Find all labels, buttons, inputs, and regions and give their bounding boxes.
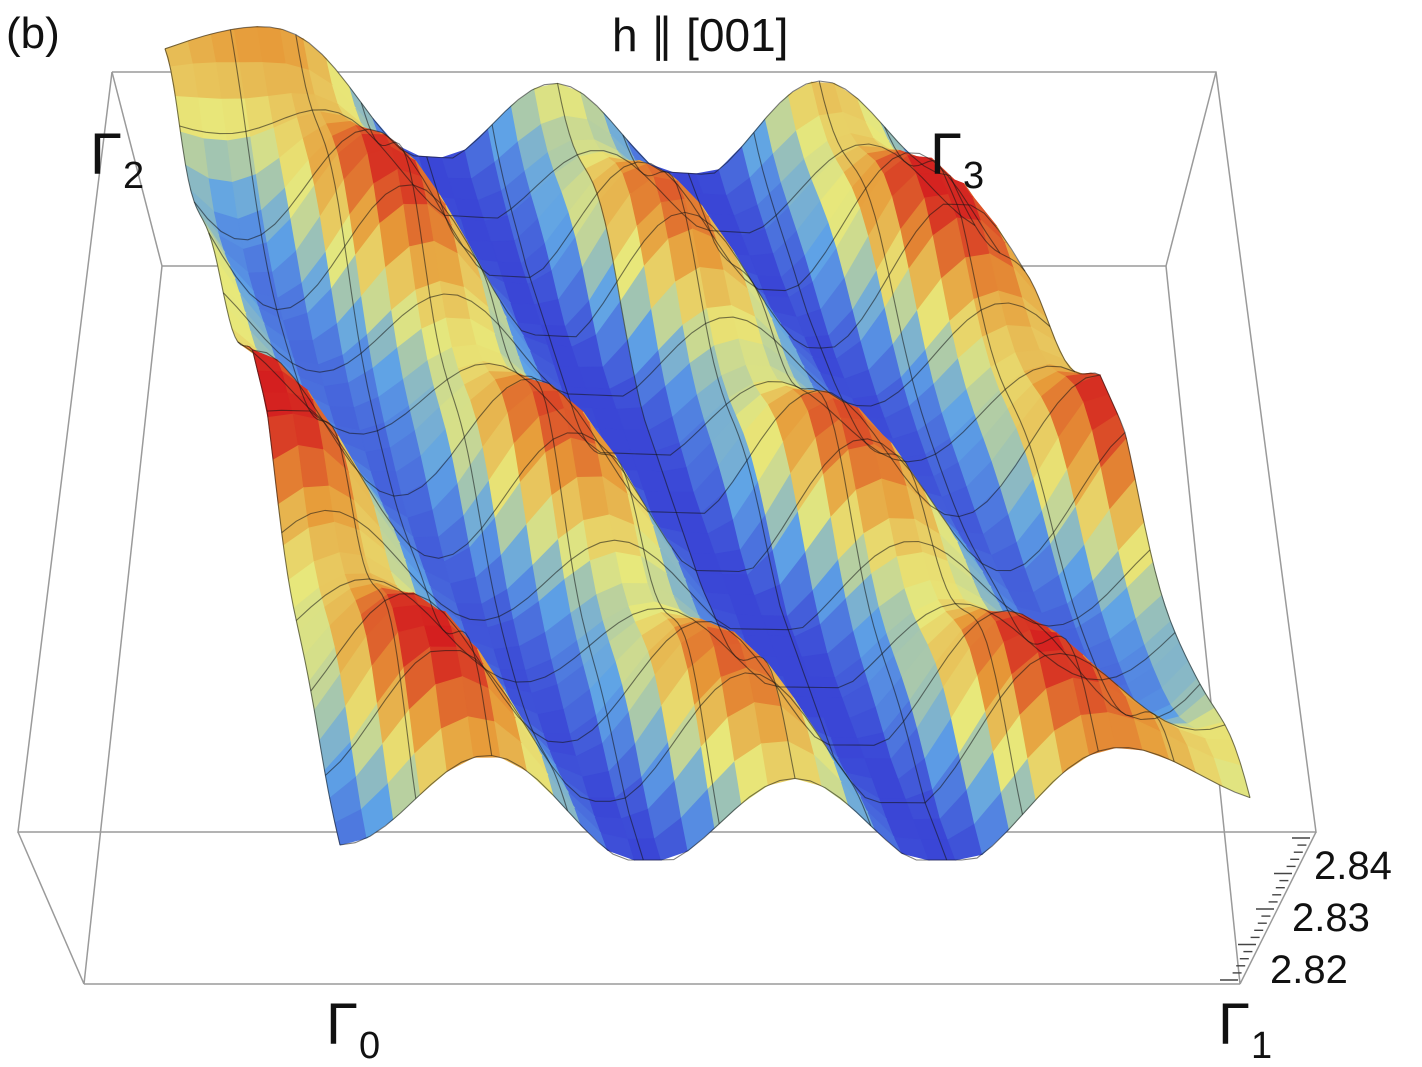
box-inner-right [1165, 265, 1241, 985]
chart-title: h ∥ [001] [612, 9, 789, 61]
gamma3-subscript: 3 [962, 155, 985, 197]
z-axis [1220, 837, 1310, 981]
box-inner-left [83, 265, 163, 985]
panel-label: (b) [6, 9, 60, 58]
box-left-drop [17, 831, 85, 985]
z-tick-label-2.83: 2.83 [1292, 896, 1370, 940]
gamma2-subscript: 2 [122, 155, 145, 197]
z-tick-label-2.82: 2.82 [1270, 948, 1348, 992]
mesh-line [164, 26, 951, 177]
box-back-left-vertical [111, 71, 163, 267]
mesh-line [884, 126, 1175, 762]
gamma1-symbol: Γ [1218, 992, 1250, 1057]
z-tick-label-2.84: 2.84 [1314, 844, 1392, 888]
gamma3-symbol: Γ [930, 122, 962, 187]
gamma2-symbol: Γ [90, 122, 122, 187]
box-back-right-vertical [1165, 71, 1217, 267]
mesh-line [193, 128, 1001, 292]
corner-label-gamma0: Γ0 [326, 996, 380, 1066]
gamma0-symbol: Γ [326, 992, 358, 1057]
corner-label-gamma2: Γ2 [90, 126, 144, 196]
corner-label-gamma3: Γ3 [930, 126, 984, 196]
corner-label-gamma1: Γ1 [1218, 996, 1272, 1066]
gamma0-subscript: 0 [358, 1025, 381, 1067]
mesh-line [949, 175, 1251, 798]
surface-mesh [164, 26, 1251, 861]
mesh-line [179, 109, 976, 234]
box-right-drop [1239, 831, 1317, 985]
gamma1-subscript: 1 [1250, 1025, 1273, 1067]
